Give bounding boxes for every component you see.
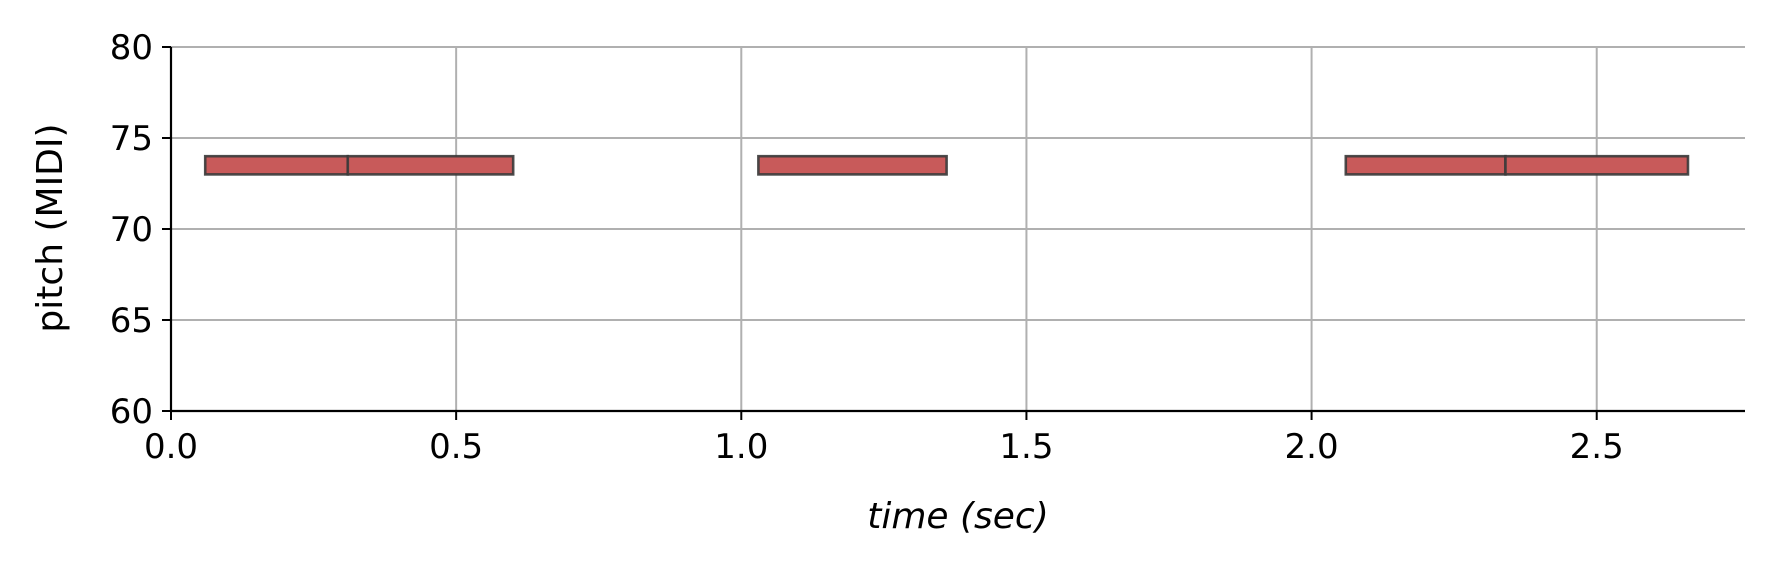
y-tick-label-2: 70	[110, 210, 153, 250]
y-ticks: 60 65 70 75 80	[110, 28, 171, 432]
note-bars	[203, 154, 1690, 176]
x-axis-label: time (sec)	[867, 496, 1049, 537]
x-tick-label-0: 0.0	[144, 427, 198, 467]
x-tick-label-5: 2.5	[1570, 427, 1624, 467]
x-tick-label-2: 1.0	[714, 427, 768, 467]
x-tick-label-1: 0.5	[429, 427, 483, 467]
y-tick-label-4: 80	[110, 28, 153, 68]
x-ticks: 0.0 0.5 1.0 1.5 2.0 2.5	[144, 411, 1624, 467]
y-tick-label-0: 60	[110, 392, 153, 432]
note-bar-1	[346, 154, 515, 176]
x-tick-label-4: 2.0	[1285, 427, 1339, 467]
note-bar-2	[757, 154, 948, 176]
y-tick-label-1: 65	[110, 301, 153, 341]
y-tick-label-3: 75	[110, 119, 153, 159]
note-bar-0	[203, 154, 350, 176]
x-tick-label-3: 1.5	[999, 427, 1053, 467]
note-bar-4	[1504, 154, 1690, 176]
note-bar-3	[1344, 154, 1507, 176]
grid-lines	[170, 46, 1745, 412]
y-axis-label: pitch (MIDI)	[30, 123, 71, 332]
